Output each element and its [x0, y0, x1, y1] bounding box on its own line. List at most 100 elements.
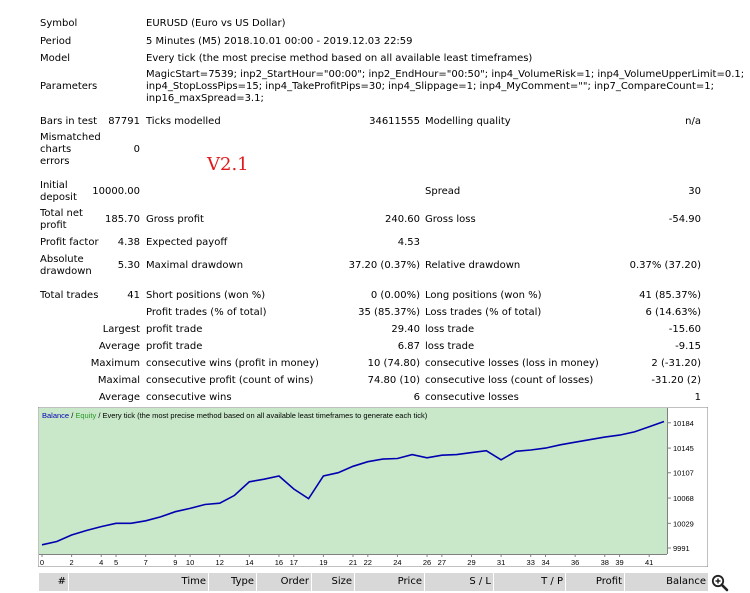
x-tick-label: 16 [275, 558, 283, 567]
largest-loss-label: loss trade [425, 324, 475, 335]
column-header-time[interactable]: Time [68, 573, 208, 591]
x-tick-label: 17 [290, 558, 298, 567]
average-consec-wins-label: consecutive wins [146, 392, 232, 403]
profit-trades-label: Profit trades (% of total) [146, 307, 267, 318]
average-profit-label: profit trade [146, 341, 203, 352]
legend-balance: Balance [42, 411, 69, 420]
chart-legend: Balance / Equity / Every tick (the most … [42, 411, 428, 420]
largest-prefix: Largest [102, 324, 140, 335]
x-tick-label: 33 [527, 558, 535, 567]
max-drawdown-value: 37.20 (0.37%) [348, 260, 420, 271]
profit-factor-value: 4.38 [117, 237, 140, 248]
rel-drawdown-label: Relative drawdown [425, 260, 521, 271]
model-label: Model [40, 53, 71, 64]
loss-trades-label: Loss trades (% of total) [425, 307, 542, 318]
mismatched-label-3: errors [40, 156, 70, 167]
initial-deposit-label-2: deposit [40, 192, 77, 203]
maximal-prefix: Maximal [97, 375, 140, 386]
version-note: V2.1 [207, 154, 249, 175]
maximal-wins-label: consecutive profit (count of wins) [146, 375, 314, 386]
legend-equity: Equity [75, 411, 96, 420]
x-tick-label: 5 [114, 558, 118, 567]
bars-label: Bars in test [40, 116, 97, 127]
spread-value: 30 [688, 186, 701, 197]
profit-factor-label: Profit factor [40, 237, 99, 248]
short-positions-label: Short positions (won %) [146, 290, 266, 301]
maximal-losses-value: -31.20 (2) [651, 375, 701, 386]
x-tick-label: 21 [349, 558, 357, 567]
x-tick-label: 10 [186, 558, 194, 567]
average-consec-losses-value: 1 [694, 392, 701, 403]
average-loss-label: loss trade [425, 341, 475, 352]
long-positions-label: Long positions (won %) [425, 290, 542, 301]
zoom-magnifier-icon[interactable] [711, 574, 729, 592]
period-label: Period [40, 36, 72, 47]
rel-drawdown-value: 0.37% (37.20) [629, 260, 701, 271]
column-header-balance[interactable]: Balance [624, 573, 708, 591]
maximal-wins-value: 74.80 (10) [367, 375, 420, 386]
x-tick-label: 31 [497, 558, 505, 567]
abs-drawdown-label-1: Absolute [40, 254, 84, 265]
net-profit-value: 185.70 [105, 214, 140, 225]
largest-loss-value: -15.60 [668, 324, 701, 335]
gross-loss-label: Gross loss [425, 214, 476, 225]
x-tick-label: 2 [70, 558, 74, 567]
expected-payoff-value: 4.53 [397, 237, 420, 248]
column-header-type[interactable]: Type [208, 573, 256, 591]
gross-loss-value: -54.90 [668, 214, 701, 225]
largest-profit-label: profit trade [146, 324, 203, 335]
bars-value: 87791 [108, 116, 140, 127]
y-tick-label: 10107 [673, 469, 694, 478]
abs-drawdown-value: 5.30 [117, 260, 140, 271]
column-header-tp[interactable]: T / P [493, 573, 565, 591]
abs-drawdown-label-2: drawdown [40, 266, 92, 277]
net-profit-label-2: profit [40, 220, 67, 231]
column-header-profit[interactable]: Profit [565, 573, 624, 591]
column-header-order[interactable]: Order [256, 573, 311, 591]
x-tick-label: 24 [393, 558, 401, 567]
column-header-number[interactable]: # [38, 573, 68, 591]
x-tick-label: 14 [245, 558, 253, 567]
average-consec-losses-label: consecutive losses [425, 392, 519, 403]
column-header-size[interactable]: Size [311, 573, 354, 591]
profit-trades-value: 35 (85.37%) [358, 307, 420, 318]
gross-profit-label: Gross profit [146, 214, 204, 225]
loss-trades-value: 6 (14.63%) [645, 307, 701, 318]
initial-deposit-value: 10000.00 [92, 186, 140, 197]
maximum-prefix: Maximum [90, 358, 140, 369]
x-tick-label: 0 [40, 558, 44, 567]
x-tick-label: 26 [423, 558, 431, 567]
ticks-label: Ticks modelled [146, 116, 221, 127]
spread-label: Spread [425, 186, 461, 197]
y-tick-label: 10184 [673, 419, 694, 428]
column-header-sl[interactable]: S / L [424, 573, 493, 591]
symbol-value: EURUSD (Euro vs US Dollar) [146, 18, 286, 29]
y-tick-label: 10145 [673, 444, 694, 453]
x-tick-label: 9 [173, 558, 177, 567]
maximum-losses-label: consecutive losses (loss in money) [425, 358, 599, 369]
short-positions-value: 0 (0.00%) [370, 290, 420, 301]
parameters-line-1: MagicStart=7539; inp2_StartHour="00:00";… [146, 69, 745, 80]
symbol-label: Symbol [40, 18, 78, 29]
mismatched-value: 0 [133, 144, 140, 155]
x-tick-label: 7 [144, 558, 148, 567]
ticks-value: 34611555 [369, 116, 420, 127]
net-profit-label-1: Total net [40, 208, 83, 219]
y-tick-label: 10068 [673, 494, 694, 503]
x-tick-label: 39 [615, 558, 623, 567]
average-prefix: Average [98, 341, 140, 352]
average-consec-wins-value: 6 [413, 392, 420, 403]
balance-chart: Balance / Equity / Every tick (the most … [38, 407, 708, 567]
maximum-losses-value: 2 (-31.20) [651, 358, 701, 369]
series-line-balance [41, 420, 665, 546]
x-tick-label: 4 [99, 558, 103, 567]
x-tick-label: 22 [364, 558, 372, 567]
x-tick-label: 29 [467, 558, 475, 567]
parameters-line-3: inp16_maxSpread=3.1; [146, 93, 264, 104]
quality-label: Modelling quality [425, 116, 511, 127]
x-tick-label: 41 [645, 558, 653, 567]
initial-deposit-label-1: Initial [40, 180, 68, 191]
maximal-losses-label: consecutive loss (count of losses) [425, 375, 594, 386]
expected-payoff-label: Expected payoff [146, 237, 228, 248]
column-header-price[interactable]: Price [354, 573, 424, 591]
